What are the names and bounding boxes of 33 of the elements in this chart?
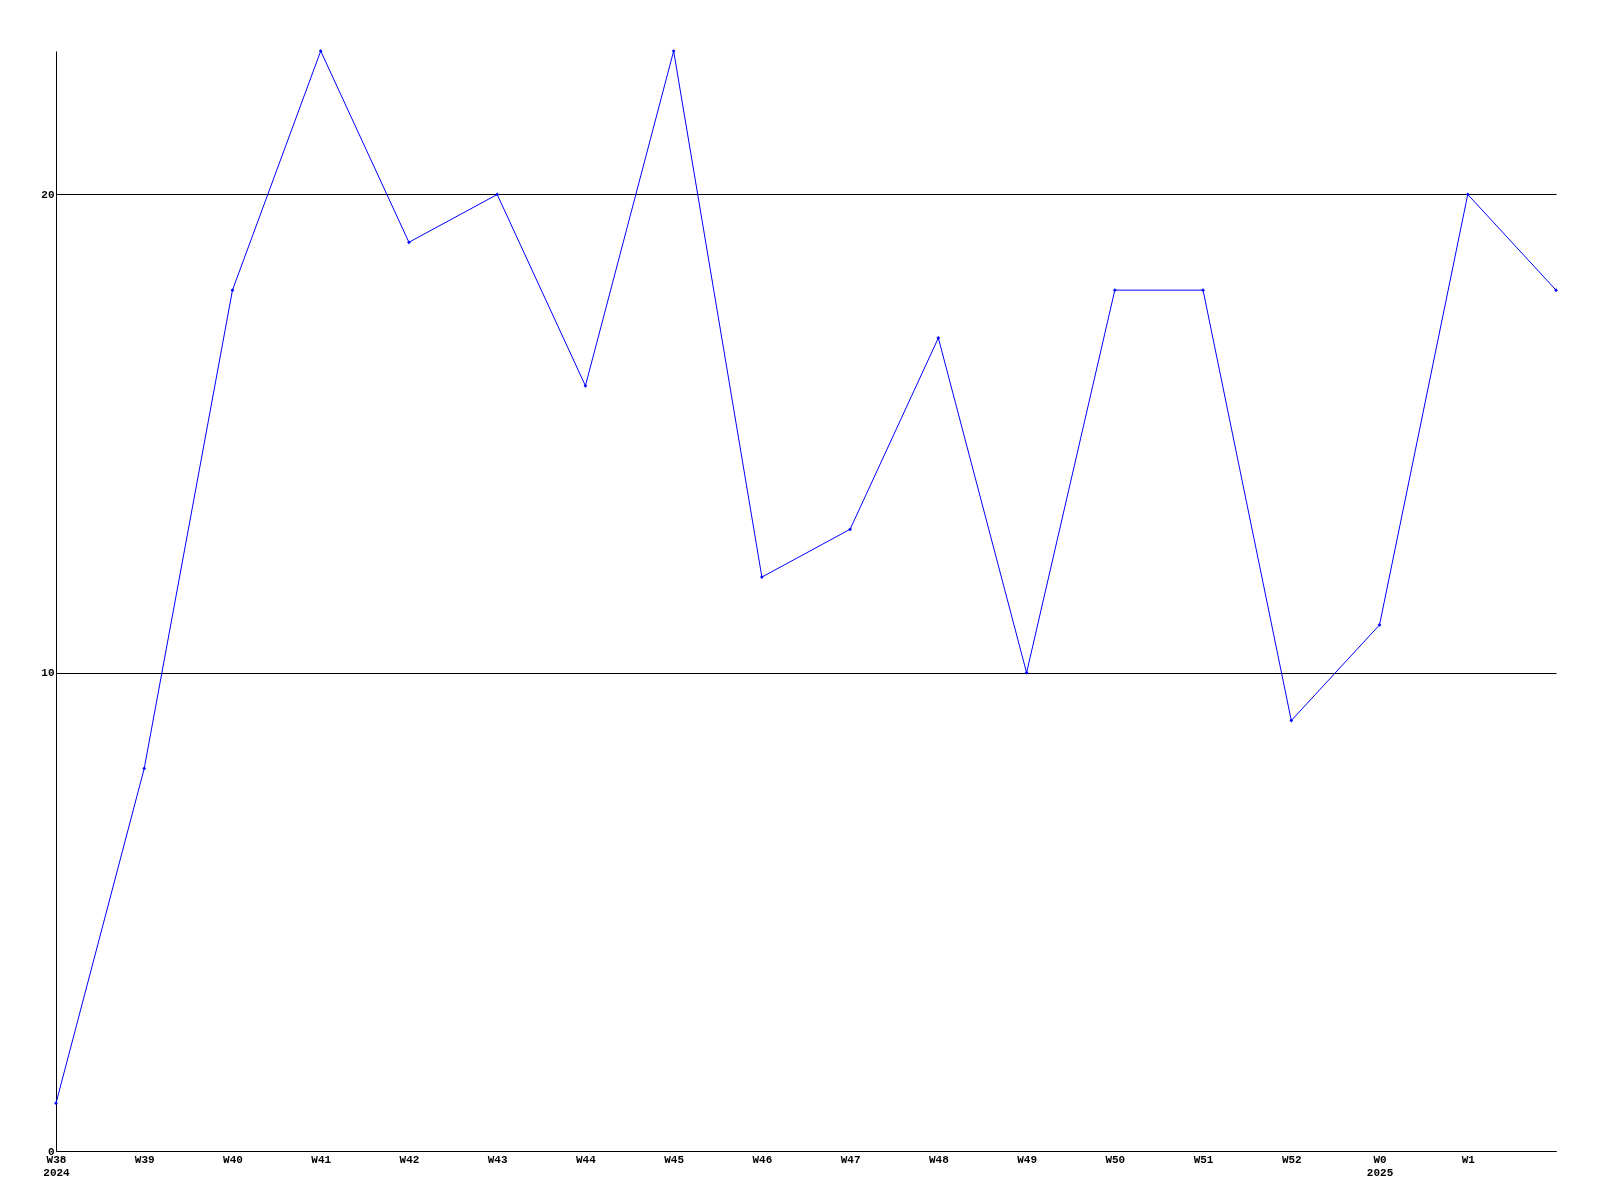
point bbox=[1377, 623, 1382, 627]
x-tick-label: W45 bbox=[664, 1153, 685, 1166]
y-tick-label: 20 bbox=[41, 188, 55, 201]
x-tick-label: W38 2024 bbox=[43, 1153, 71, 1179]
point bbox=[848, 527, 852, 532]
x-tick-label: W49 bbox=[1017, 1153, 1037, 1166]
point bbox=[318, 49, 323, 53]
x-tick-label: W39 bbox=[134, 1153, 155, 1166]
point bbox=[671, 49, 676, 53]
point bbox=[495, 192, 500, 197]
x-tick-label: W50 bbox=[1105, 1153, 1126, 1166]
x-tick-label: W40 bbox=[223, 1153, 243, 1166]
point bbox=[1024, 670, 1029, 675]
x-tick-label: W43 bbox=[487, 1153, 508, 1166]
point bbox=[1289, 718, 1294, 723]
x-tick-label: W44 bbox=[576, 1153, 597, 1166]
x-tick-label: W47 bbox=[840, 1153, 861, 1166]
x-tick-label: W1 bbox=[1461, 1153, 1476, 1166]
x-tick-label: W51 bbox=[1193, 1153, 1214, 1166]
point bbox=[583, 383, 588, 388]
point bbox=[54, 1101, 58, 1106]
x-tick-label: W41 bbox=[311, 1153, 332, 1166]
point bbox=[407, 240, 411, 245]
x-tick-label: W0 2025 bbox=[1366, 1153, 1394, 1179]
x-tick-label: W46 bbox=[752, 1153, 773, 1166]
point bbox=[142, 766, 147, 771]
x-tick-label: W42 bbox=[399, 1153, 420, 1166]
point bbox=[230, 288, 235, 292]
x-tick-label: W52 bbox=[1281, 1153, 1302, 1166]
point bbox=[1465, 192, 1470, 197]
y-tick-label: 10 bbox=[41, 667, 55, 680]
point bbox=[936, 336, 941, 340]
x-tick-label: W48 bbox=[928, 1153, 950, 1166]
